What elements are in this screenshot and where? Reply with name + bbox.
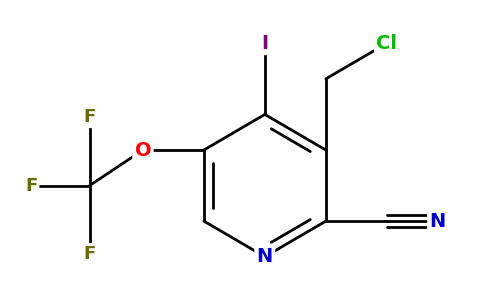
Text: F: F [83, 108, 96, 126]
Text: Cl: Cl [376, 34, 397, 53]
Text: N: N [429, 212, 446, 231]
Text: N: N [257, 247, 273, 266]
Text: I: I [261, 34, 269, 53]
Text: O: O [135, 140, 151, 160]
Text: F: F [83, 245, 96, 263]
Text: F: F [25, 177, 37, 195]
